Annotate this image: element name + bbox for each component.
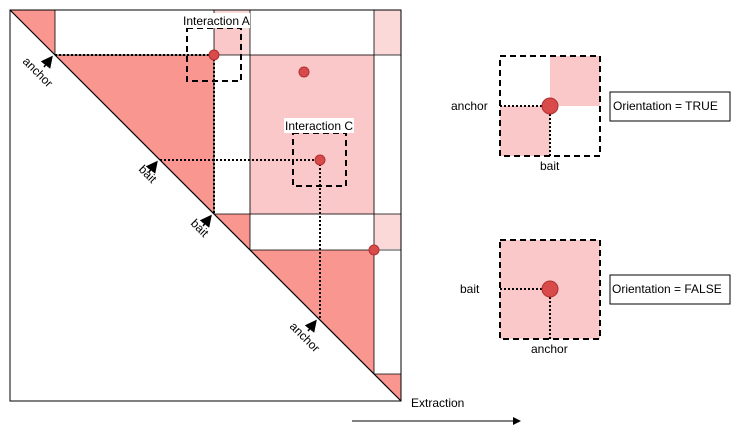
orientation-false-box bbox=[499, 239, 601, 340]
region-interaction-c-block bbox=[249, 54, 375, 215]
extraction-label: Extraction bbox=[411, 396, 464, 410]
region-right-mid-strip bbox=[374, 214, 401, 249]
interaction-b-dot bbox=[298, 66, 310, 78]
bait-arrow-low bbox=[199, 214, 212, 228]
orientation-false-panel: bait anchor Orientation = FALSE bbox=[460, 239, 731, 356]
interaction-c-dot bbox=[314, 154, 326, 166]
interaction-a-label: Interaction A bbox=[183, 14, 250, 28]
orientation-true-col-label: bait bbox=[540, 159, 560, 173]
orientation-true-row-label: anchor bbox=[451, 99, 488, 113]
orientation-false-dot bbox=[541, 280, 559, 298]
interaction-a-dot bbox=[208, 49, 220, 61]
interaction-d-dot bbox=[368, 244, 380, 256]
matrix-frame bbox=[9, 9, 402, 402]
interaction-c-label: Interaction C bbox=[285, 119, 353, 133]
matrix-diagonal bbox=[9, 9, 402, 402]
orientation-true-label: Orientation = TRUE bbox=[613, 99, 718, 113]
region-interaction-a-cell bbox=[214, 28, 242, 55]
anchor-label-bottom: anchor bbox=[287, 319, 323, 355]
orientation-true-label-box bbox=[609, 91, 731, 122]
orientation-true-panel: anchor bait Orientation = TRUE bbox=[451, 55, 731, 173]
orientation-false-label-box bbox=[609, 274, 731, 305]
orientation-false-row-label: bait bbox=[460, 282, 480, 296]
extraction-arrow-group: Extraction bbox=[352, 396, 521, 425]
anchor-arrow-top bbox=[40, 55, 53, 69]
region-right-top-strip bbox=[374, 10, 401, 55]
orientation-false-label: Orientation = FALSE bbox=[612, 282, 722, 296]
orientation-true-dot bbox=[541, 97, 559, 115]
orientation-false-col-label: anchor bbox=[531, 342, 568, 356]
bait-arrow-mid bbox=[145, 160, 158, 174]
interaction-c-box bbox=[292, 132, 347, 187]
anchor-arrow-bottom bbox=[304, 319, 317, 333]
bait-label-mid: bait bbox=[136, 162, 160, 186]
interaction-a-box bbox=[186, 27, 242, 82]
contact-matrix: Interaction A Interaction C anchor bait … bbox=[9, 9, 402, 402]
